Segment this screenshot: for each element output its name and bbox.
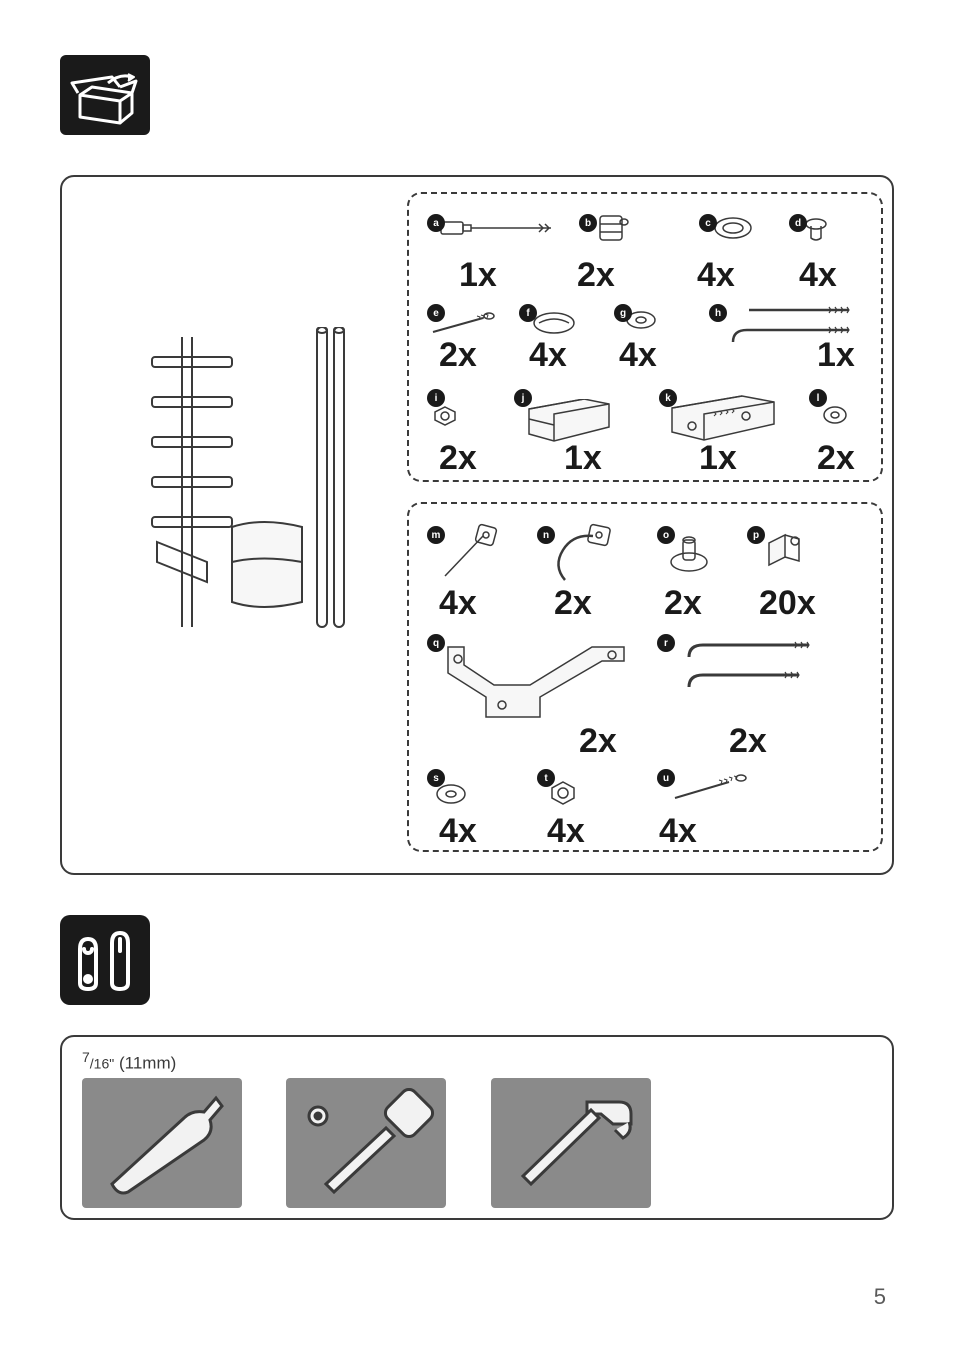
part-qty-t: 4x (547, 812, 585, 851)
part-qty-k: 1x (699, 439, 737, 478)
part-label-h: h (709, 304, 727, 322)
part-label-p: p (747, 526, 765, 544)
part-qty-c: 4x (697, 256, 735, 295)
main-assembly-illustration (102, 327, 382, 647)
part-qty-a: 1x (459, 256, 497, 295)
part-qty-g: 4x (619, 336, 657, 375)
part-label-d: d (789, 214, 807, 232)
part-label-j: j (514, 389, 532, 407)
part-label-b: b (579, 214, 597, 232)
part-qty-f: 4x (529, 336, 567, 375)
part-label-g: g (614, 304, 632, 322)
part-qty-s: 4x (439, 812, 477, 851)
wrench-size-label: 7/16" (11mm) (82, 1049, 872, 1074)
part-label-t: t (537, 769, 555, 787)
part-qty-b: 2x (577, 256, 615, 295)
part-qty-d: 4x (799, 256, 837, 295)
part-label-k: k (659, 389, 677, 407)
part-qty-l: 2x (817, 439, 855, 478)
part-label-a: a (427, 214, 445, 232)
part-qty-m: 4x (439, 584, 477, 623)
part-label-o: o (657, 526, 675, 544)
parts-inventory-panel: a 1x b 2x c 4x d 4x e 2x f 4x g 4x h 1x i 2x j 1x k 1x l 2x m 4x… (60, 175, 894, 875)
part-label-i: i (427, 389, 445, 407)
part-label-r: r (657, 634, 675, 652)
part-qty-n: 2x (554, 584, 592, 623)
screwdriver-tool-tile (286, 1078, 446, 1208)
part-label-s: s (427, 769, 445, 787)
tools-required-panel: 7/16" (11mm) (60, 1035, 894, 1220)
part-qty-u: 4x (659, 812, 697, 851)
part-qty-i: 2x (439, 439, 477, 478)
part-qty-q: 2x (579, 722, 617, 761)
part-qty-e: 2x (439, 336, 477, 375)
part-qty-p: 20x (759, 584, 816, 623)
hardware-group-2: m 4x n 2x o 2x p 20x q 2x r 2x s 4x t 4x u 4x (407, 502, 883, 852)
part-label-n: n (537, 526, 555, 544)
tools-required-icon (60, 915, 150, 1005)
part-label-q: q (427, 634, 445, 652)
part-label-f: f (519, 304, 537, 322)
wrench-tool-tile (82, 1078, 242, 1208)
part-label-e: e (427, 304, 445, 322)
part-qty-r: 2x (729, 722, 767, 761)
hammer-tool-tile (491, 1078, 651, 1208)
part-qty-o: 2x (664, 584, 702, 623)
part-label-l: l (809, 389, 827, 407)
part-label-c: c (699, 214, 717, 232)
part-label-u: u (657, 769, 675, 787)
parts-list: a 1x b 2x c 4x d 4x e 2x f 4x g 4x h 1x i 2x j 1x k 1x l 2x m 4x… (407, 192, 887, 862)
part-qty-h: 1x (817, 336, 855, 375)
part-qty-j: 1x (564, 439, 602, 478)
part-label-m: m (427, 526, 445, 544)
page-number: 5 (874, 1284, 886, 1310)
hardware-group-1: a 1x b 2x c 4x d 4x e 2x f 4x g 4x h 1x i 2x j 1x k 1x l 2x (407, 192, 883, 482)
unpack-box-icon (60, 55, 150, 135)
